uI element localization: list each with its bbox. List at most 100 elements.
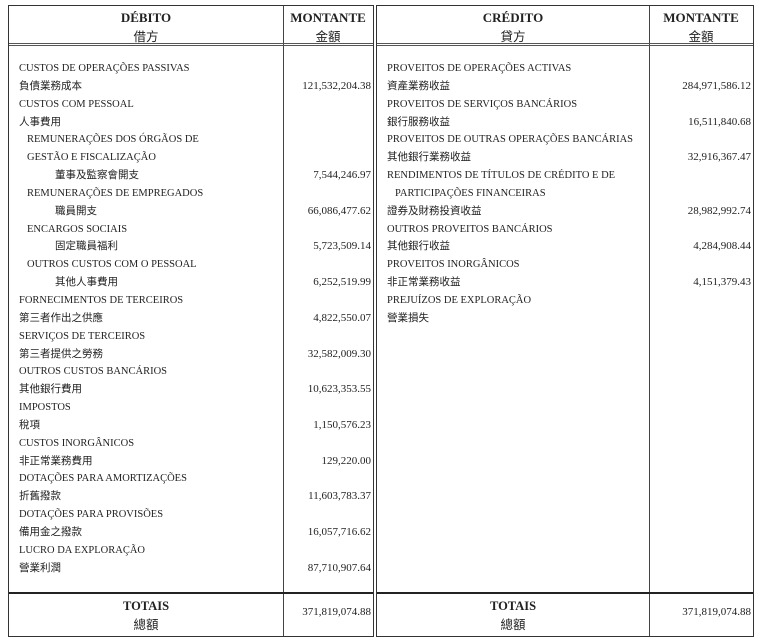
credit-column-header: CRÉDITO 貸方 xyxy=(377,6,649,44)
row-amount: 16,511,840.68 xyxy=(688,115,751,128)
column-divider xyxy=(283,6,284,636)
row-amount: 66,086,477.62 xyxy=(307,204,371,217)
table-row: 證券及財務投資收益 28,982,992.74 xyxy=(377,203,753,221)
row-label: 董事及監察會開支 xyxy=(55,170,139,182)
debit-header: DÉBITO 借方 MONTANTE 金額 xyxy=(9,6,373,46)
table-row: 銀行服務收益 16,511,840.68 xyxy=(377,114,753,132)
credit-title: CRÉDITO xyxy=(482,10,544,25)
row-label: 其他銀行費用 xyxy=(19,384,82,396)
row-amount: 6,252,519.99 xyxy=(313,276,371,289)
row-amount: 284,971,586.12 xyxy=(682,79,751,92)
row-label: 其他銀行業務收益 xyxy=(387,152,471,164)
credit-title-zh: 貸方 xyxy=(500,30,526,44)
table-row: 營業損失 xyxy=(377,310,753,328)
table-row: 第三者作出之供應 4,822,550.07 xyxy=(9,310,373,328)
table-row: 備用金之撥款 16,057,716.62 xyxy=(9,524,373,542)
amount-title: MONTANTE xyxy=(290,10,366,25)
row-label: 營業利潤 xyxy=(19,562,61,574)
totals-label-zh: 總額 xyxy=(500,618,526,632)
totals-label: TOTAIS xyxy=(489,599,537,613)
table-row: DOTAÇÕES PARA AMORTIZAÇÕES xyxy=(9,470,373,488)
row-label: PROVEITOS DE OUTRAS OPERAÇÕES BANCÁRIAS xyxy=(387,134,634,146)
row-label: DOTAÇÕES PARA PROVISÕES xyxy=(19,509,164,521)
row-amount: 4,822,550.07 xyxy=(313,311,371,324)
column-divider xyxy=(283,594,284,636)
row-label: PROVEITOS DE SERVIÇOS BANCÁRIOS xyxy=(387,98,578,110)
row-label: PREJUÍZOS DE EXPLORAÇÃO xyxy=(387,294,532,306)
totals-amount: 371,819,074.88 xyxy=(682,606,751,618)
table-row: CUSTOS INORGÂNICOS xyxy=(9,435,373,453)
row-label: REMUNERAÇÕES DOS ÓRGÃOS DE xyxy=(27,134,199,146)
row-label: CUSTOS INORGÂNICOS xyxy=(19,437,135,449)
row-label: 第三者作出之供應 xyxy=(19,312,103,324)
credit-table: CRÉDITO 貸方 MONTANTE 金額 PROVEITOS DE OPER… xyxy=(376,5,754,637)
row-label: 固定職員福利 xyxy=(55,241,118,253)
row-label: IMPOSTOS xyxy=(19,402,71,414)
row-label: GESTÃO E FISCALIZAÇÃO xyxy=(27,152,156,164)
table-row: FORNECIMENTOS DE TERCEIROS xyxy=(9,292,373,310)
table-row: IMPOSTOS xyxy=(9,399,373,417)
table-row: CUSTOS COM PESSOAL xyxy=(9,96,373,114)
table-row: 第三者提供之勞務 32,582,009.30 xyxy=(9,346,373,364)
row-label: LUCRO DA EXPLORAÇÃO xyxy=(19,544,146,556)
table-row: 職員開支 66,086,477.62 xyxy=(9,203,373,221)
row-label: 銀行服務收益 xyxy=(387,116,450,128)
row-label: PROVEITOS DE OPERAÇÕES ACTIVAS xyxy=(387,63,572,74)
row-amount: 11,603,783.37 xyxy=(308,490,371,503)
row-label: 職員開支 xyxy=(55,205,97,217)
credit-totals: TOTAIS 總額 371,819,074.88 xyxy=(377,592,753,636)
table-row: PROVEITOS DE OPERAÇÕES ACTIVAS xyxy=(377,60,753,78)
table-row: OUTROS PROVEITOS BANCÁRIOS xyxy=(377,221,753,239)
row-label: 稅項 xyxy=(19,419,40,431)
row-label: RENDIMENTOS DE TÍTULOS DE CRÉDITO E DE xyxy=(387,170,616,182)
table-row: 其他銀行費用 10,623,353.55 xyxy=(9,381,373,399)
row-label: CUSTOS DE OPERAÇÕES PASSIVAS xyxy=(19,63,190,74)
table-row: 資產業務收益 284,971,586.12 xyxy=(377,78,753,96)
row-label: OUTROS CUSTOS BANCÁRIOS xyxy=(19,366,168,378)
row-label: 非正常業務收益 xyxy=(387,277,461,289)
row-amount: 1,150,576.23 xyxy=(313,418,371,431)
totals-label-zh: 總額 xyxy=(133,618,159,632)
row-label: 折舊撥款 xyxy=(19,491,61,503)
table-row: 董事及監察會開支 7,544,246.97 xyxy=(9,167,373,185)
row-amount: 121,532,204.38 xyxy=(302,79,371,92)
table-row: PROVEITOS INORGÂNICOS xyxy=(377,256,753,274)
table-row: 非正常業務收益 4,151,379.43 xyxy=(377,274,753,292)
debit-column-header: DÉBITO 借方 xyxy=(9,6,283,44)
row-label: 非正常業務費用 xyxy=(19,455,93,467)
row-amount: 32,582,009.30 xyxy=(307,347,371,360)
row-label: 負債業務成本 xyxy=(19,80,82,92)
row-label: 人事費用 xyxy=(19,116,61,128)
row-label: 資產業務收益 xyxy=(387,80,450,92)
totals-amount: 371,819,074.88 xyxy=(302,606,371,618)
table-row: OUTROS CUSTOS BANCÁRIOS xyxy=(9,363,373,381)
row-label: ENCARGOS SOCIAIS xyxy=(27,223,128,235)
table-row: SERVIÇOS DE TERCEIROS xyxy=(9,328,373,346)
row-amount: 7,544,246.97 xyxy=(313,169,371,182)
row-label: PARTICIPAÇÕES FINANCEIRAS xyxy=(395,187,546,199)
amount-column-header: MONTANTE 金額 xyxy=(649,6,753,44)
row-label: 其他銀行收益 xyxy=(387,241,450,253)
row-label: 證券及財務投資收益 xyxy=(387,205,482,217)
row-label: 第三者提供之勞務 xyxy=(19,348,103,360)
table-row: PROVEITOS DE OUTRAS OPERAÇÕES BANCÁRIAS xyxy=(377,131,753,149)
table-row: PROVEITOS DE SERVIÇOS BANCÁRIOS xyxy=(377,96,753,114)
amount-title-zh: 金額 xyxy=(688,30,714,44)
table-row: 其他銀行業務收益 32,916,367.47 xyxy=(377,149,753,167)
table-row: CUSTOS DE OPERAÇÕES PASSIVAS xyxy=(9,60,373,78)
row-label: SERVIÇOS DE TERCEIROS xyxy=(19,330,146,342)
row-label: OUTROS PROVEITOS BANCÁRIOS xyxy=(387,223,553,235)
debit-title: DÉBITO xyxy=(120,10,172,25)
table-row: ENCARGOS SOCIAIS xyxy=(9,221,373,239)
row-amount: 4,151,379.43 xyxy=(693,276,751,289)
row-amount: 16,057,716.62 xyxy=(307,525,371,538)
table-row: LUCRO DA EXPLORAÇÃO xyxy=(9,542,373,560)
row-label: FORNECIMENTOS DE TERCEIROS xyxy=(19,294,184,306)
debit-title-zh: 借方 xyxy=(133,30,159,44)
table-row: 人事費用 xyxy=(9,114,373,132)
table-row: 非正常業務費用 129,220.00 xyxy=(9,453,373,471)
table-row: 其他人事費用 6,252,519.99 xyxy=(9,274,373,292)
table-row: DOTAÇÕES PARA PROVISÕES xyxy=(9,506,373,524)
column-divider xyxy=(649,6,650,636)
row-label: PROVEITOS INORGÂNICOS xyxy=(387,259,520,271)
